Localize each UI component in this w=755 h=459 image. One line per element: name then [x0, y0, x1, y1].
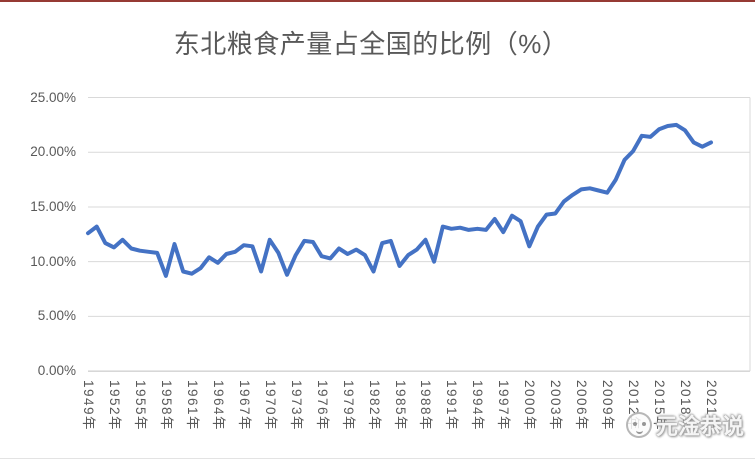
y-tick-label: 10.00% — [30, 253, 76, 269]
x-tick-label: 2000年 — [522, 380, 538, 432]
x-tick-label: 1973年 — [288, 380, 304, 432]
x-tick-label: 2012年 — [626, 380, 642, 432]
x-tick-label: 2003年 — [548, 380, 564, 432]
x-tick-label: 1976年 — [314, 380, 330, 432]
x-tick-label: 2009年 — [600, 380, 616, 432]
x-tick-label: 1967年 — [236, 380, 252, 432]
x-tick-label: 1970年 — [262, 380, 278, 432]
x-tick-label: 1958年 — [158, 380, 174, 432]
window-top-edge — [0, 0, 755, 2]
x-tick-label: 1991年 — [444, 380, 460, 432]
y-tick-label: 0.00% — [37, 363, 76, 379]
x-tick-label: 1952年 — [106, 380, 122, 432]
chart-title: 东北粮食产量占全国的比例（%） — [173, 29, 569, 59]
x-tick-label: 1961年 — [184, 380, 200, 432]
y-tick-label: 5.00% — [37, 308, 76, 324]
x-tick-label: 1985年 — [392, 380, 408, 432]
x-tick-label: 1955年 — [132, 380, 148, 432]
x-tick-label: 2006年 — [574, 380, 590, 432]
y-tick-label: 20.00% — [30, 144, 76, 160]
x-tick-label: 1949年 — [81, 380, 96, 432]
x-tick-label: 1997年 — [496, 380, 512, 432]
y-tick-label: 25.00% — [30, 89, 76, 105]
x-tick-label: 2015年 — [652, 380, 668, 432]
x-tick-label: 1982年 — [366, 380, 382, 432]
x-tick-label: 1988年 — [418, 380, 434, 432]
data-series-line — [86, 122, 713, 278]
x-tick-label: 1979年 — [340, 380, 356, 432]
y-tick-label: 15.00% — [30, 198, 76, 214]
x-tick-label: 1994年 — [470, 380, 486, 432]
x-tick-label: 2018年 — [678, 380, 694, 432]
x-tick-label: 2021年 — [704, 380, 719, 432]
x-tick-label: 1964年 — [210, 380, 226, 432]
